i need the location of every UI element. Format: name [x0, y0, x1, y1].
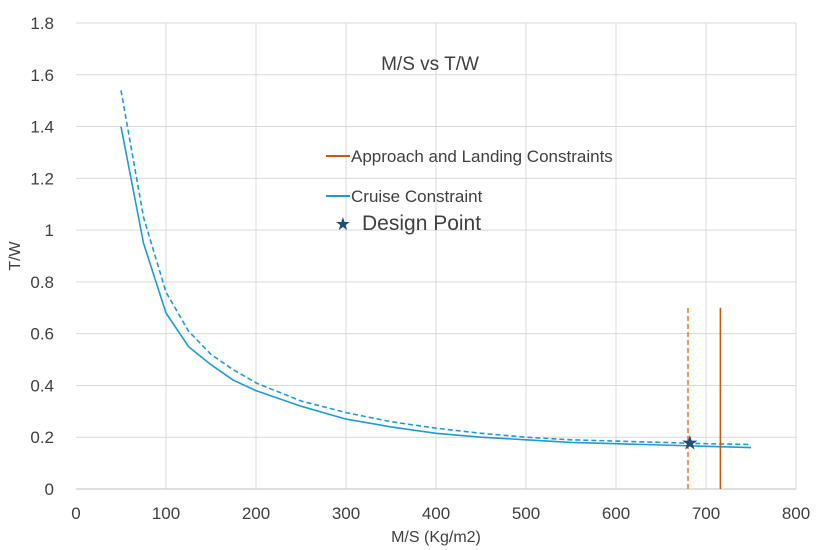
legend-label-design-point: Design Point: [362, 212, 481, 235]
y-tick-label: 0.8: [30, 273, 54, 292]
y-tick-label: 1.8: [30, 14, 54, 33]
x-tick-label: 300: [332, 504, 360, 523]
y-tick-label: 0.6: [30, 325, 54, 344]
design-point-marker: ★: [681, 432, 699, 454]
series-line: [120, 90, 752, 446]
chart-title: M/S vs T/W: [381, 54, 479, 75]
x-tick-label: 700: [692, 504, 720, 523]
series-line: [120, 126, 752, 449]
x-tick-label: 800: [782, 504, 810, 523]
series-layer: ★: [120, 90, 752, 489]
y-tick-label: 1.4: [30, 118, 54, 137]
x-axis-label: M/S (Kg/m2): [391, 529, 481, 546]
x-tick-label: 600: [602, 504, 630, 523]
x-tick-label: 0: [71, 504, 80, 523]
y-tick-label: 1.6: [30, 66, 54, 85]
ticks: 0 100 200 300 400 500 600 700 800 0 0.2 0.4 0.6 0.8 1 1…: [30, 14, 810, 523]
y-tick-label: 0.4: [30, 376, 54, 395]
grid: [76, 22, 797, 489]
x-tick-label: 500: [512, 504, 540, 523]
x-tick-label: 200: [242, 504, 270, 523]
y-tick-label: 0.2: [30, 428, 54, 447]
x-tick-label: 100: [152, 504, 180, 523]
y-tick-label: 1: [45, 221, 54, 240]
y-axis-label: T/W: [7, 240, 24, 270]
legend-marker-design-point: ★: [335, 214, 351, 234]
y-tick-label: 0: [45, 480, 54, 499]
y-tick-label: 1.2: [30, 169, 54, 188]
legend: Approach and Landing Constraints Cruise …: [326, 147, 613, 235]
x-tick-label: 400: [422, 504, 450, 523]
legend-label-cruise: Cruise Constraint: [351, 187, 483, 206]
legend-label-approach: Approach and Landing Constraints: [351, 147, 613, 166]
